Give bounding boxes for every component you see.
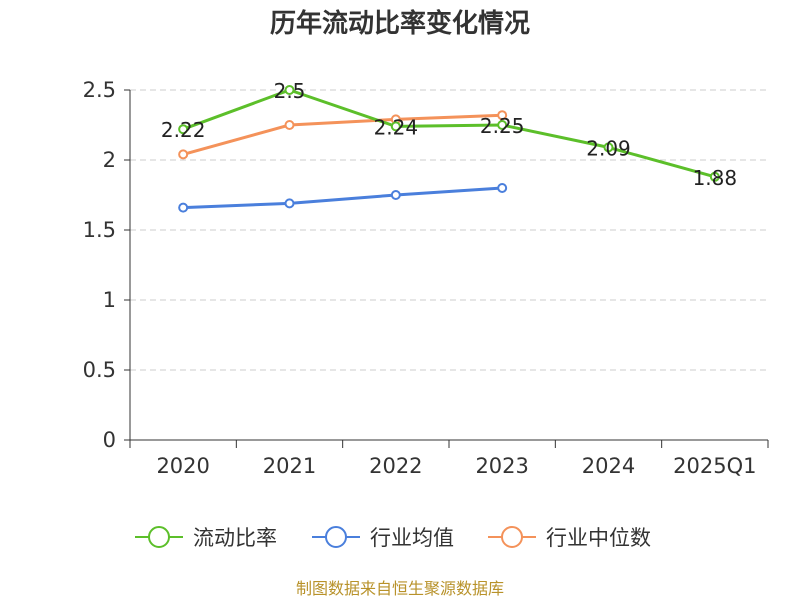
- data-label-1: 2.5: [274, 79, 306, 103]
- series-0-point-2: [390, 121, 401, 132]
- x-tick-label-4: 2024: [582, 454, 635, 478]
- series-0-point-5: [709, 171, 720, 182]
- source-note: 制图数据来自恒生聚源数据库: [296, 579, 504, 598]
- series-0-point-3: [497, 120, 508, 130]
- series-1-point-2: [390, 190, 401, 200]
- chart-title: 历年流动比率变化情况: [270, 8, 530, 39]
- legend-label-2: 行业中位数: [546, 526, 651, 550]
- y-tick-label-5: 2.5: [83, 78, 116, 102]
- series-line-0: [182, 88, 716, 179]
- data-labels: 2.22 2.5 2.24 2.25 2.09 1.88: [161, 79, 737, 190]
- data-label-0: 2.22: [161, 118, 206, 142]
- x-tick-label-2: 2022: [369, 454, 422, 478]
- legend-marker-0: [148, 526, 170, 548]
- series-1-point-3: [497, 183, 508, 193]
- y-tick-label-3: 1.5: [83, 218, 116, 242]
- y-tick-label-0: 0: [103, 428, 116, 452]
- series-2-point-1: [284, 120, 295, 130]
- axes: 0 0.5 1 1.5 2 2.5 2020 2021 2022 2023 2024 2025Q1: [83, 78, 769, 478]
- legend-marker-1: [325, 526, 347, 548]
- legend: 流动比率 行业均值 行业中位数: [135, 526, 651, 550]
- x-tick-label-1: 2021: [263, 454, 316, 478]
- series-1-point-1: [284, 198, 295, 209]
- legend-label-1: 行业均值: [370, 526, 454, 550]
- series-1-point-0: [178, 202, 189, 213]
- grid-lines: [130, 89, 768, 371]
- x-tick-label-0: 2020: [156, 454, 209, 478]
- data-label-3: 2.25: [480, 114, 525, 138]
- data-label-2: 2.24: [374, 115, 419, 139]
- series-2-point-0: [178, 149, 189, 160]
- x-tick-label-5: 2025Q1: [673, 454, 756, 478]
- data-label-5: 1.88: [693, 166, 738, 190]
- series-lines: [178, 85, 720, 213]
- series-0-point-4: [603, 142, 614, 153]
- x-tick-label-3: 2023: [475, 454, 528, 478]
- legend-marker-2: [501, 526, 523, 548]
- series-2-point-3: [497, 110, 508, 121]
- legend-label-0: 流动比率: [193, 526, 277, 550]
- series-line-2: [182, 113, 503, 156]
- data-label-4: 2.09: [586, 136, 631, 160]
- y-tick-label-1: 0.5: [83, 358, 116, 382]
- series-line-1: [183, 186, 503, 210]
- series-0-point-0: [178, 124, 189, 135]
- y-tick-label-2: 1: [103, 288, 116, 312]
- y-tick-label-4: 2: [103, 148, 116, 172]
- series-0-point-1: [284, 85, 295, 95]
